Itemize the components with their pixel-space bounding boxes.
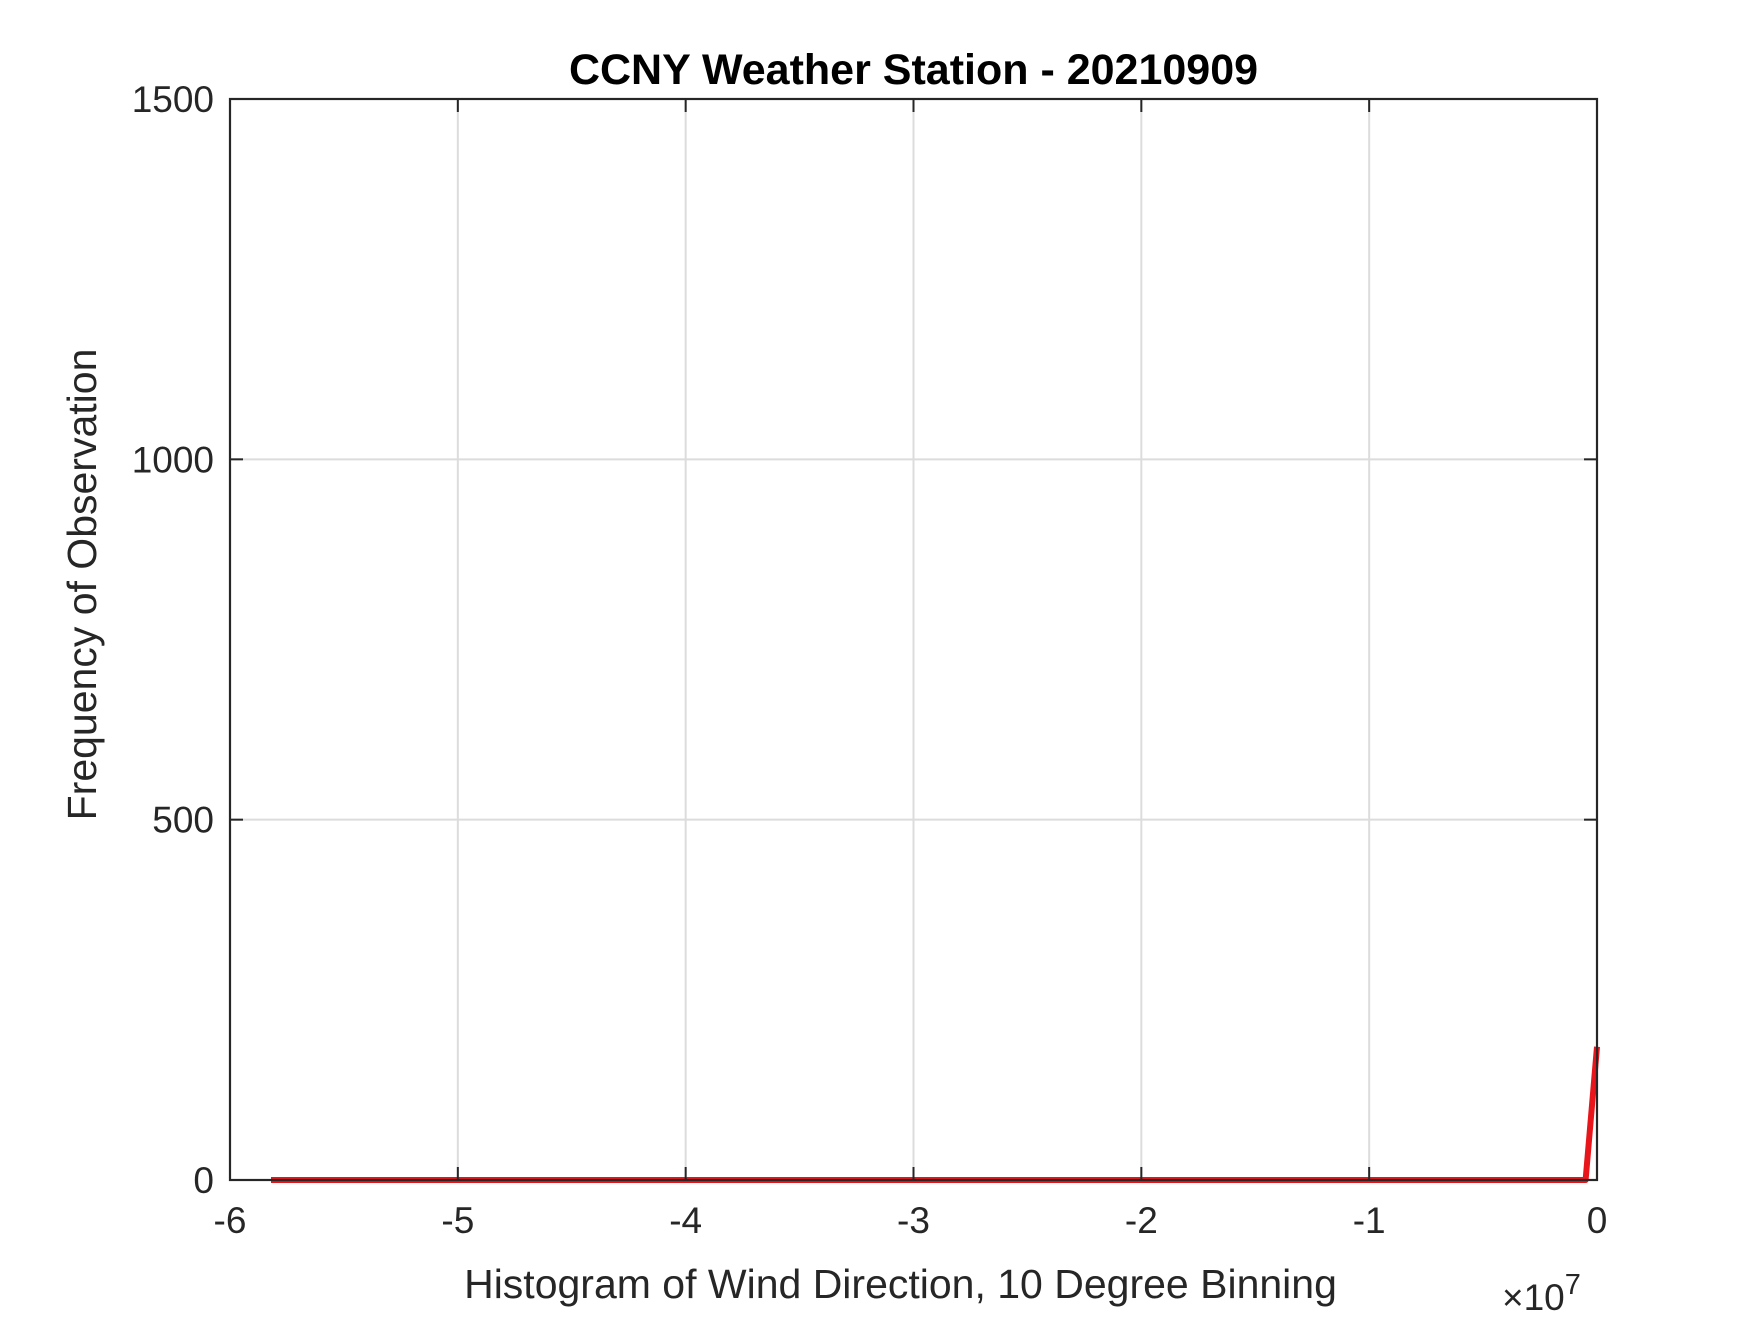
y-tick-label: 1000 [132, 439, 214, 480]
y-tick-label: 500 [152, 800, 214, 841]
x-tick-label: -3 [897, 1200, 930, 1241]
x-axis-exponent: ×107 [1502, 1269, 1581, 1313]
x-axis-exponent-power: 7 [1565, 1269, 1581, 1301]
x-axis-exponent-base: ×10 [1502, 1277, 1565, 1313]
x-tick-label: -2 [1125, 1200, 1158, 1241]
y-tick-label: 1500 [132, 79, 214, 120]
x-tick-label: -4 [669, 1200, 702, 1241]
grid-lines [230, 99, 1597, 1180]
y-tick-label: 0 [193, 1160, 214, 1201]
x-axis-label: Histogram of Wind Direction, 10 Degree B… [464, 1261, 1337, 1307]
x-tick-label: -1 [1353, 1200, 1386, 1241]
tick-labels: -6 -5 -4 -3 -2 -1 0 0 500 1000 1500 [132, 79, 1608, 1241]
chart-title: CCNY Weather Station - 20210909 [569, 46, 1258, 94]
x-tick-label: 0 [1587, 1200, 1608, 1241]
y-axis-label: Frequency of Observation [59, 349, 105, 821]
x-tick-label: -6 [214, 1200, 247, 1241]
tick-marks [229, 98, 1598, 1181]
x-tick-label: -5 [441, 1200, 474, 1241]
